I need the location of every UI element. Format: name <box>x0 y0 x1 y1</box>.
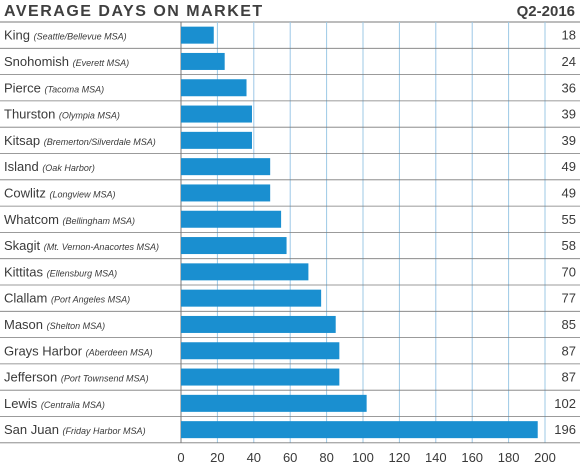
category-subtitle: (Friday Harbor MSA) <box>63 426 146 436</box>
value-label: 87 <box>562 343 576 358</box>
category-subtitle: (Bremerton/Silverdale MSA) <box>44 137 156 147</box>
x-tick-label: 200 <box>534 450 556 465</box>
category-label: Grays Harbor (Aberdeen MSA) <box>4 343 153 358</box>
category-name: San Juan <box>4 422 63 437</box>
category-name: Island <box>4 159 42 174</box>
category-subtitle: (Shelton MSA) <box>47 321 106 331</box>
category-name: Kitsap <box>4 133 44 148</box>
category-subtitle: (Mt. Vernon-Anacortes MSA) <box>44 242 159 252</box>
value-label: 39 <box>562 107 576 122</box>
category-label: Kitsap (Bremerton/Silverdale MSA) <box>4 133 156 148</box>
category-label: Snohomish (Everett MSA) <box>4 54 129 69</box>
value-label: 39 <box>562 133 576 148</box>
value-label: 24 <box>562 54 576 69</box>
bar <box>181 105 252 123</box>
category-name: Jefferson <box>4 370 61 385</box>
category-name: Lewis <box>4 396 41 411</box>
value-label: 87 <box>562 370 576 385</box>
x-tick-label: 120 <box>389 450 411 465</box>
value-label: 49 <box>562 159 576 174</box>
bar <box>181 421 538 439</box>
bar-rows: King (Seattle/Bellevue MSA) 18 Snohomish (… <box>0 26 580 444</box>
category-label: Kittitas (Ellensburg MSA) <box>4 264 117 279</box>
value-label: 49 <box>562 185 576 200</box>
category-label: Thurston (Olympia MSA) <box>4 107 120 122</box>
category-name: Thurston <box>4 107 59 122</box>
category-label: Whatcom (Bellingham MSA) <box>4 212 135 227</box>
x-tick-label: 0 <box>177 450 184 465</box>
bar <box>181 184 271 202</box>
bar <box>181 131 252 149</box>
value-label: 85 <box>562 317 576 332</box>
category-label: Mason (Shelton MSA) <box>4 317 105 332</box>
value-label: 196 <box>554 422 576 437</box>
category-subtitle: (Ellensburg MSA) <box>47 268 118 278</box>
category-label: Island (Oak Harbor) <box>4 159 95 174</box>
category-label: San Juan (Friday Harbor MSA) <box>4 422 146 437</box>
bar <box>181 394 367 412</box>
x-tick-label: 40 <box>247 450 261 465</box>
category-label: King (Seattle/Bellevue MSA) <box>4 28 127 43</box>
value-label: 36 <box>562 80 576 95</box>
category-name: Snohomish <box>4 54 73 69</box>
category-subtitle: (Bellingham MSA) <box>63 216 136 226</box>
value-label: 58 <box>562 238 576 253</box>
category-name: Clallam <box>4 291 51 306</box>
category-name: Grays Harbor <box>4 343 86 358</box>
value-label: 70 <box>562 264 576 279</box>
category-name: Mason <box>4 317 47 332</box>
x-tick-label: 140 <box>425 450 447 465</box>
category-subtitle: (Port Angeles MSA) <box>51 295 130 305</box>
bar <box>181 263 309 281</box>
category-subtitle: (Olympia MSA) <box>59 111 120 121</box>
category-name: King <box>4 28 34 43</box>
category-label: Skagit (Mt. Vernon-Anacortes MSA) <box>4 238 159 253</box>
x-tick-label: 80 <box>319 450 333 465</box>
x-axis: 0 20 40 60 80 100 120 140 160 180 200 <box>177 450 555 465</box>
value-label: 77 <box>562 291 576 306</box>
category-subtitle: (Seattle/Bellevue MSA) <box>34 32 127 42</box>
category-label: Cowlitz (Longview MSA) <box>4 185 116 200</box>
category-subtitle: (Oak Harbor) <box>42 163 95 173</box>
bar <box>181 210 282 228</box>
value-label: 102 <box>554 396 576 411</box>
bar <box>181 342 340 360</box>
category-name: Whatcom <box>4 212 63 227</box>
x-tick-label: 180 <box>498 450 520 465</box>
category-label: Pierce (Tacoma MSA) <box>4 80 104 95</box>
category-name: Skagit <box>4 238 44 253</box>
category-name: Cowlitz <box>4 185 50 200</box>
bar <box>181 289 322 307</box>
category-subtitle: (Aberdeen MSA) <box>86 347 153 357</box>
value-label: 18 <box>562 28 576 43</box>
bar <box>181 158 271 176</box>
x-tick-label: 100 <box>352 450 374 465</box>
x-tick-label: 20 <box>210 450 224 465</box>
x-tick-label: 60 <box>283 450 297 465</box>
category-name: Pierce <box>4 80 44 95</box>
bar <box>181 79 247 97</box>
category-label: Clallam (Port Angeles MSA) <box>4 291 130 306</box>
bar <box>181 237 287 255</box>
x-tick-label: 160 <box>461 450 483 465</box>
category-subtitle: (Centralia MSA) <box>41 400 105 410</box>
value-label: 55 <box>562 212 576 227</box>
category-subtitle: (Port Townsend MSA) <box>61 374 149 384</box>
category-name: Kittitas <box>4 264 47 279</box>
category-subtitle: (Tacoma MSA) <box>44 84 104 94</box>
category-subtitle: (Longview MSA) <box>50 189 116 199</box>
bar <box>181 315 336 333</box>
chart-period: Q2-2016 <box>517 3 575 20</box>
category-label: Jefferson (Port Townsend MSA) <box>4 370 149 385</box>
bar <box>181 368 340 386</box>
category-label: Lewis (Centralia MSA) <box>4 396 105 411</box>
chart-title: AVERAGE DAYS ON MARKET <box>4 3 264 20</box>
bar <box>181 52 225 70</box>
category-subtitle: (Everett MSA) <box>73 58 130 68</box>
bar <box>181 26 214 44</box>
